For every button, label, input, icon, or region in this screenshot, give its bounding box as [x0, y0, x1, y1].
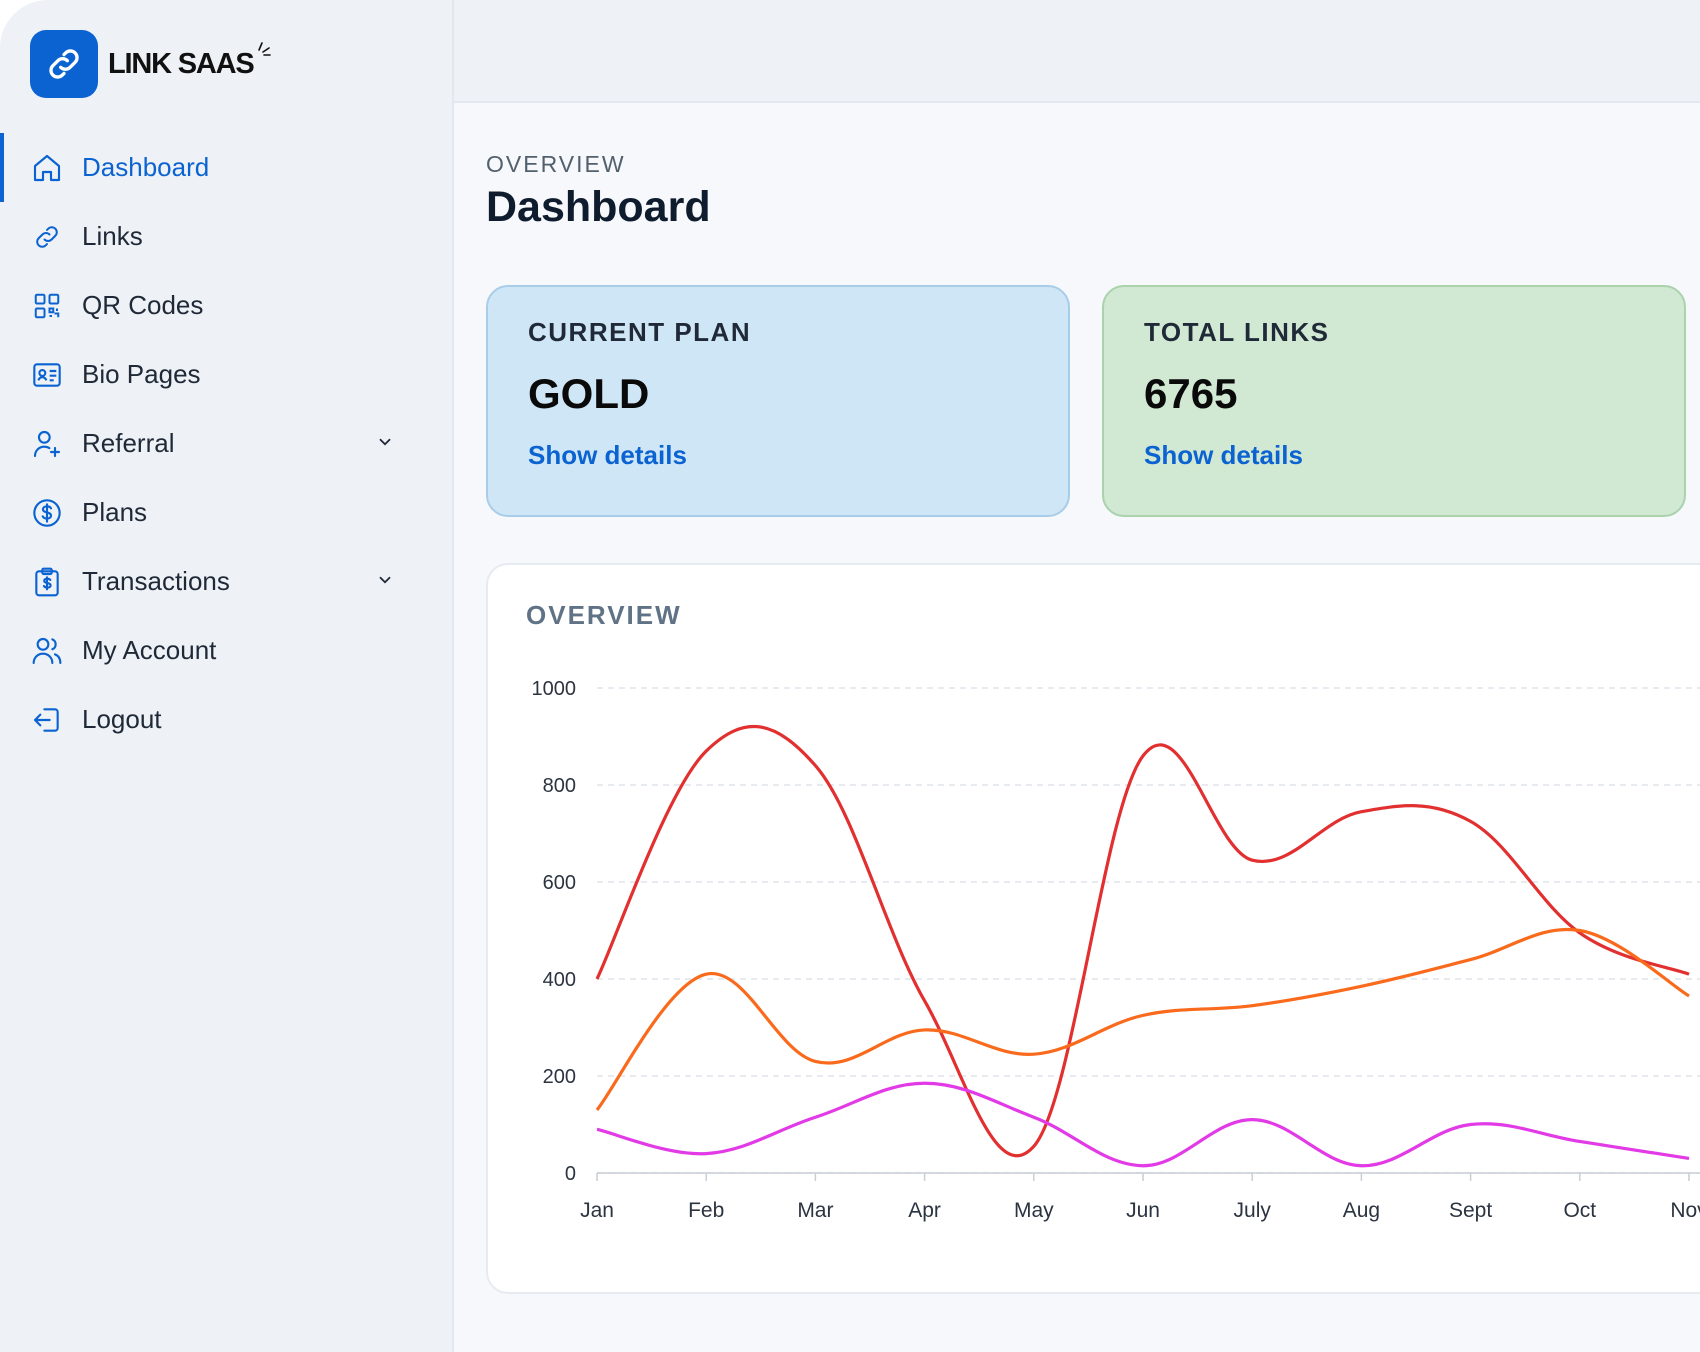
link-logo-icon	[30, 30, 98, 98]
x-tick-label: May	[1014, 1199, 1054, 1222]
total-links-value: 6765	[1144, 370, 1238, 417]
sidebar-item-label: Transactions	[82, 566, 230, 596]
series-line-3	[596, 1081, 1690, 1168]
total-links-card: TOTAL LINKS 6765 Show details	[1102, 285, 1686, 517]
chart-title: OVERVIEW	[526, 600, 682, 630]
chevron-down-icon[interactable]	[376, 571, 394, 589]
x-tick-label: Oct	[1563, 1199, 1596, 1222]
x-tick-label: July	[1234, 1199, 1272, 1222]
sidebar: LINK SAAS Dashboard Links	[0, 0, 454, 1352]
y-tick-label: 400	[543, 969, 576, 991]
sidebar-item-label: My Account	[82, 635, 217, 665]
sidebar-item-plans[interactable]: Plans	[0, 478, 454, 547]
current-plan-card: CURRENT PLAN GOLD Show details	[486, 285, 1070, 517]
y-tick-label: 0	[565, 1163, 576, 1185]
x-tick-label: Nov	[1670, 1199, 1700, 1222]
logout-icon	[30, 703, 64, 737]
sidebar-item-logout[interactable]: Logout	[0, 685, 454, 754]
x-tick-label: Mar	[797, 1199, 833, 1222]
show-details-link[interactable]: Show details	[1144, 440, 1303, 470]
top-bar	[454, 0, 1700, 103]
y-tick-label: 1000	[532, 678, 577, 700]
page-title: Dashboard	[486, 183, 711, 231]
x-tick-label: Apr	[908, 1199, 941, 1222]
sidebar-item-label: Bio Pages	[82, 359, 201, 389]
overview-line-chart: 0 200 400 600 800 1000 Jan Feb Mar Apr May Jun July A…	[532, 678, 1700, 1222]
sidebar-item-label: Logout	[82, 704, 162, 734]
sidebar-item-qr-codes[interactable]: QR Codes	[0, 271, 454, 340]
y-tick-label: 200	[543, 1066, 576, 1088]
card-caption: TOTAL LINKS	[1144, 317, 1330, 347]
sidebar-item-label: Referral	[82, 428, 175, 458]
sidebar-item-label: Links	[82, 221, 143, 251]
sidebar-item-referral[interactable]: Referral	[0, 409, 454, 478]
brand-logo[interactable]: LINK SAAS	[30, 30, 271, 98]
receipt-dollar-icon	[30, 565, 64, 599]
sidebar-item-label: Dashboard	[82, 152, 210, 182]
qr-code-icon	[30, 289, 64, 323]
sidebar-item-bio-pages[interactable]: Bio Pages	[0, 340, 454, 409]
sidebar-item-links[interactable]: Links	[0, 202, 454, 271]
chevron-down-icon[interactable]	[376, 433, 394, 451]
users-icon	[30, 634, 64, 668]
sidebar-item-label: Plans	[82, 497, 148, 527]
user-plus-icon	[30, 427, 64, 461]
sidebar-item-my-account[interactable]: My Account	[0, 616, 454, 685]
sidebar-item-label: QR Codes	[82, 290, 204, 320]
series-line-1	[595, 724, 1690, 1158]
id-card-icon	[30, 358, 64, 392]
card-caption: CURRENT PLAN	[528, 317, 752, 347]
sidebar-nav: Dashboard Links QR Codes Bio Pages	[0, 133, 454, 754]
x-tick-label: Sept	[1449, 1199, 1492, 1222]
x-tick-label: Aug	[1343, 1199, 1380, 1222]
link-icon	[30, 220, 64, 254]
series-line-2	[595, 927, 1690, 1111]
sidebar-item-dashboard[interactable]: Dashboard	[0, 133, 454, 202]
home-icon	[30, 151, 64, 185]
current-plan-value: GOLD	[528, 370, 650, 417]
y-tick-label: 600	[543, 872, 576, 894]
x-tick-label: Feb	[688, 1199, 724, 1222]
brand-name: LINK SAAS	[108, 41, 271, 81]
dollar-circle-icon	[30, 496, 64, 530]
overview-chart-card: OVERVIEW 0 200 400 600 800 1000 Jan Feb Mar Apr Ma…	[486, 563, 1700, 1294]
spark-icon	[257, 41, 271, 56]
main-content: OVERVIEW Dashboard CURRENT PLAN GOLD Sho…	[454, 103, 1700, 1352]
sidebar-item-transactions[interactable]: Transactions	[0, 547, 454, 616]
section-label: OVERVIEW	[486, 151, 626, 177]
x-tick-label: Jan	[580, 1199, 614, 1222]
show-details-link[interactable]: Show details	[528, 440, 687, 470]
x-tick-label: Jun	[1126, 1199, 1160, 1222]
y-tick-label: 800	[543, 775, 576, 797]
